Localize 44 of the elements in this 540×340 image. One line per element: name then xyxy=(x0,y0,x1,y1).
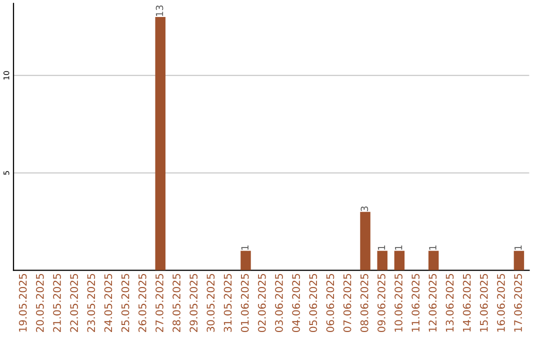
bar xyxy=(394,250,405,270)
x-tick-label: 30.05.2025 xyxy=(206,274,215,332)
x-tick-label: 17.06.2025 xyxy=(514,274,522,332)
x-tick-label: 26.05.2025 xyxy=(138,274,146,332)
x-tick-label: 23.05.2025 xyxy=(87,274,96,332)
x-tick-label: 14.06.2025 xyxy=(462,274,471,332)
data-label: 1 xyxy=(241,246,248,250)
x-tick-label: 04.06.2025 xyxy=(292,274,300,332)
data-label: 3 xyxy=(360,206,368,212)
data-label: 13 xyxy=(156,5,164,16)
bar xyxy=(360,212,370,270)
x-tick-label: 01.06.2025 xyxy=(240,274,249,332)
bar xyxy=(240,250,251,270)
x-tick-label: 13.06.2025 xyxy=(446,274,454,332)
x-tick-label: 06.06.2025 xyxy=(326,274,334,332)
x-tick-label: 29.05.2025 xyxy=(190,274,198,332)
data-label: 1 xyxy=(395,246,402,250)
x-tick-label: 09.06.2025 xyxy=(377,274,386,332)
x-tick-label: 15.06.2025 xyxy=(480,274,488,332)
bar xyxy=(155,17,166,270)
x-tick-label: 21.05.2025 xyxy=(53,274,61,332)
x-tick-label: 03.06.2025 xyxy=(275,274,283,332)
bar xyxy=(377,250,388,270)
data-label: 1 xyxy=(514,246,522,250)
x-tick-label: 10.06.2025 xyxy=(394,274,402,332)
x-tick-label: 19.05.2025 xyxy=(18,274,27,332)
x-tick-label: 28.05.2025 xyxy=(172,274,180,332)
x-tick-label: 24.05.2025 xyxy=(104,274,112,332)
x-tick-label: 27.05.2025 xyxy=(156,274,164,332)
x-tick-label: 11.06.2025 xyxy=(412,274,420,332)
x-tick-label: 12.06.2025 xyxy=(428,274,437,332)
data-label: 1 xyxy=(378,246,386,250)
x-tick-label: 20.05.2025 xyxy=(36,274,44,332)
x-tick-label: 25.05.2025 xyxy=(121,274,130,332)
x-tick-label: 02.06.2025 xyxy=(258,274,266,332)
x-tick-label: 16.06.2025 xyxy=(497,274,505,332)
x-tick-label: 05.06.2025 xyxy=(309,274,318,332)
x-tick-label: 31.05.2025 xyxy=(224,274,232,332)
bar xyxy=(514,250,524,270)
x-tick-label: 22.05.2025 xyxy=(70,274,78,332)
x-tick-label: 08.06.2025 xyxy=(360,274,368,332)
data-label: 1 xyxy=(429,246,436,250)
bar xyxy=(428,250,439,270)
x-tick-label: 07.06.2025 xyxy=(343,274,352,332)
